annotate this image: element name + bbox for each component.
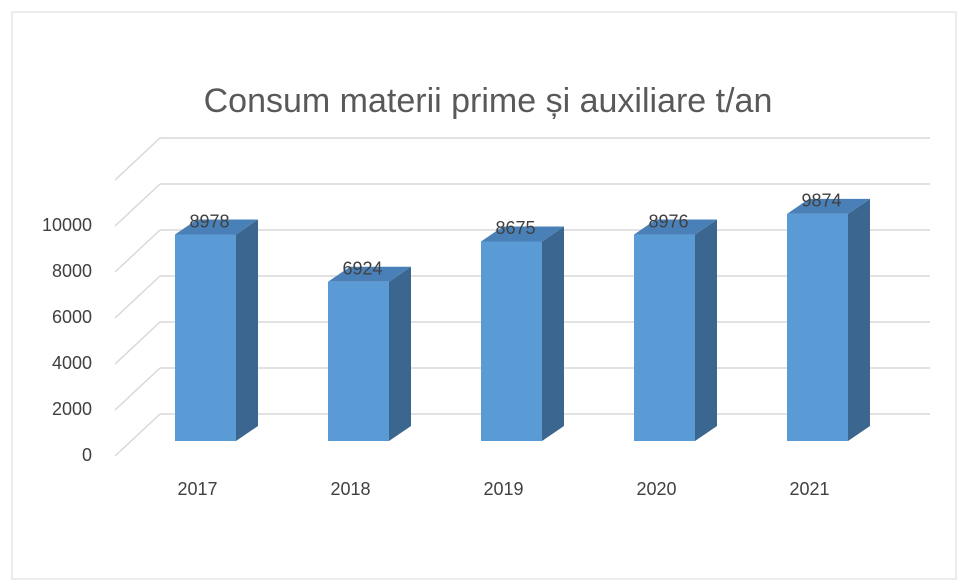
bar-top bbox=[481, 226, 564, 242]
bar bbox=[634, 234, 695, 441]
data-label: 8976 bbox=[648, 211, 688, 231]
bar bbox=[328, 281, 389, 441]
data-label: 6924 bbox=[342, 258, 382, 278]
bar-top bbox=[328, 266, 411, 282]
bar-top bbox=[175, 219, 258, 235]
y-tick-label: 2000 bbox=[52, 399, 92, 419]
y-tick-label: 10000 bbox=[42, 215, 92, 235]
grid-line-depth bbox=[114, 183, 161, 227]
bar bbox=[175, 234, 236, 441]
bar-side bbox=[389, 266, 411, 441]
bar bbox=[787, 213, 848, 441]
data-label: 8978 bbox=[189, 211, 229, 231]
grid-line-depth bbox=[114, 137, 161, 181]
x-tick-label: 2020 bbox=[636, 479, 676, 499]
grid-line-depth bbox=[114, 229, 161, 273]
x-tick-label: 2017 bbox=[177, 479, 217, 499]
grid-line-depth bbox=[114, 413, 161, 457]
bar-side bbox=[695, 219, 717, 441]
y-tick-label: 0 bbox=[82, 445, 92, 465]
grid-line-depth bbox=[114, 321, 161, 365]
grid-line-depth bbox=[114, 367, 161, 411]
y-tick-label: 8000 bbox=[52, 261, 92, 281]
x-tick-label: 2018 bbox=[330, 479, 370, 499]
bar-side bbox=[848, 198, 870, 441]
data-label: 9874 bbox=[801, 191, 841, 211]
x-tick-label: 2019 bbox=[483, 479, 523, 499]
bar bbox=[481, 241, 542, 441]
x-tick-label: 2021 bbox=[789, 479, 829, 499]
y-tick-label: 6000 bbox=[52, 307, 92, 327]
chart-title: Consum materii prime și auxiliare t/an bbox=[204, 82, 773, 120]
bar-top bbox=[634, 219, 717, 235]
bar-side bbox=[236, 219, 258, 441]
data-label: 8675 bbox=[495, 218, 535, 238]
y-tick-label: 4000 bbox=[52, 353, 92, 373]
grid-line-depth bbox=[114, 275, 161, 319]
bar-side bbox=[542, 226, 564, 441]
bar-top bbox=[787, 198, 870, 214]
